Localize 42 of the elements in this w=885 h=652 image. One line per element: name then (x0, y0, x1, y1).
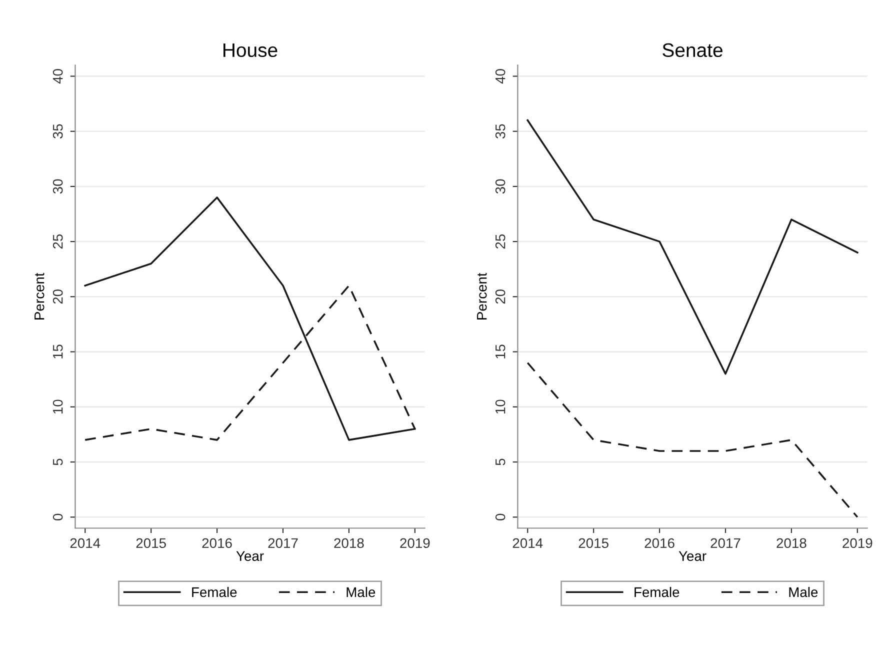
x-axis-title: Year (678, 551, 706, 561)
y-tick-label: 15 (496, 344, 506, 358)
x-tick-label: 2019 (400, 538, 430, 548)
y-tick-label: 10 (52, 400, 63, 414)
y-tick-label: 25 (495, 234, 506, 249)
x-tick-label: 2018 (334, 538, 364, 548)
x-axis-title: Year (236, 551, 264, 561)
y-tick-label: 30 (52, 179, 63, 194)
y-tick-label: 20 (52, 289, 63, 304)
y-tick-label: 10 (495, 400, 506, 414)
y-tick-label: 5 (496, 458, 506, 466)
x-tick-label: 2015 (578, 538, 608, 548)
y-axis-title: Percent (34, 272, 44, 320)
x-tick-label: 2014 (70, 538, 100, 548)
y-tick-label: 15 (53, 344, 63, 358)
x-tick-label: 2015 (136, 538, 166, 548)
y-tick-label: 20 (495, 289, 506, 304)
line-series (526, 119, 858, 375)
x-tick-label: 2014 (512, 538, 543, 548)
chart-title: Senate (662, 43, 722, 58)
y-tick-label: 25 (52, 234, 63, 249)
y-tick-label: 0 (495, 514, 506, 520)
chart-title: House (224, 43, 278, 58)
x-tick-label: 2016 (644, 538, 674, 548)
line-series (526, 362, 858, 518)
y-tick-label: 35 (495, 124, 506, 139)
legend-label: Male (789, 586, 818, 598)
legend-label: Female (634, 586, 680, 598)
x-tick-label: 2019 (842, 538, 872, 548)
y-tick-label: 30 (495, 179, 506, 194)
y-tick-label: 35 (52, 124, 63, 139)
legend-label: Male (346, 586, 376, 598)
x-tick-label: 2017 (710, 538, 740, 548)
y-tick-label: 0 (52, 514, 63, 520)
x-tick-label: 2017 (268, 538, 298, 548)
x-tick-label: 2018 (776, 538, 806, 548)
y-tick-label: 40 (52, 69, 63, 84)
legend-label: Female (192, 586, 237, 598)
y-axis-title: Percent (477, 272, 487, 320)
y-tick-label: 40 (495, 69, 506, 84)
x-tick-label: 2016 (202, 538, 232, 548)
y-tick-label: 5 (53, 458, 63, 466)
